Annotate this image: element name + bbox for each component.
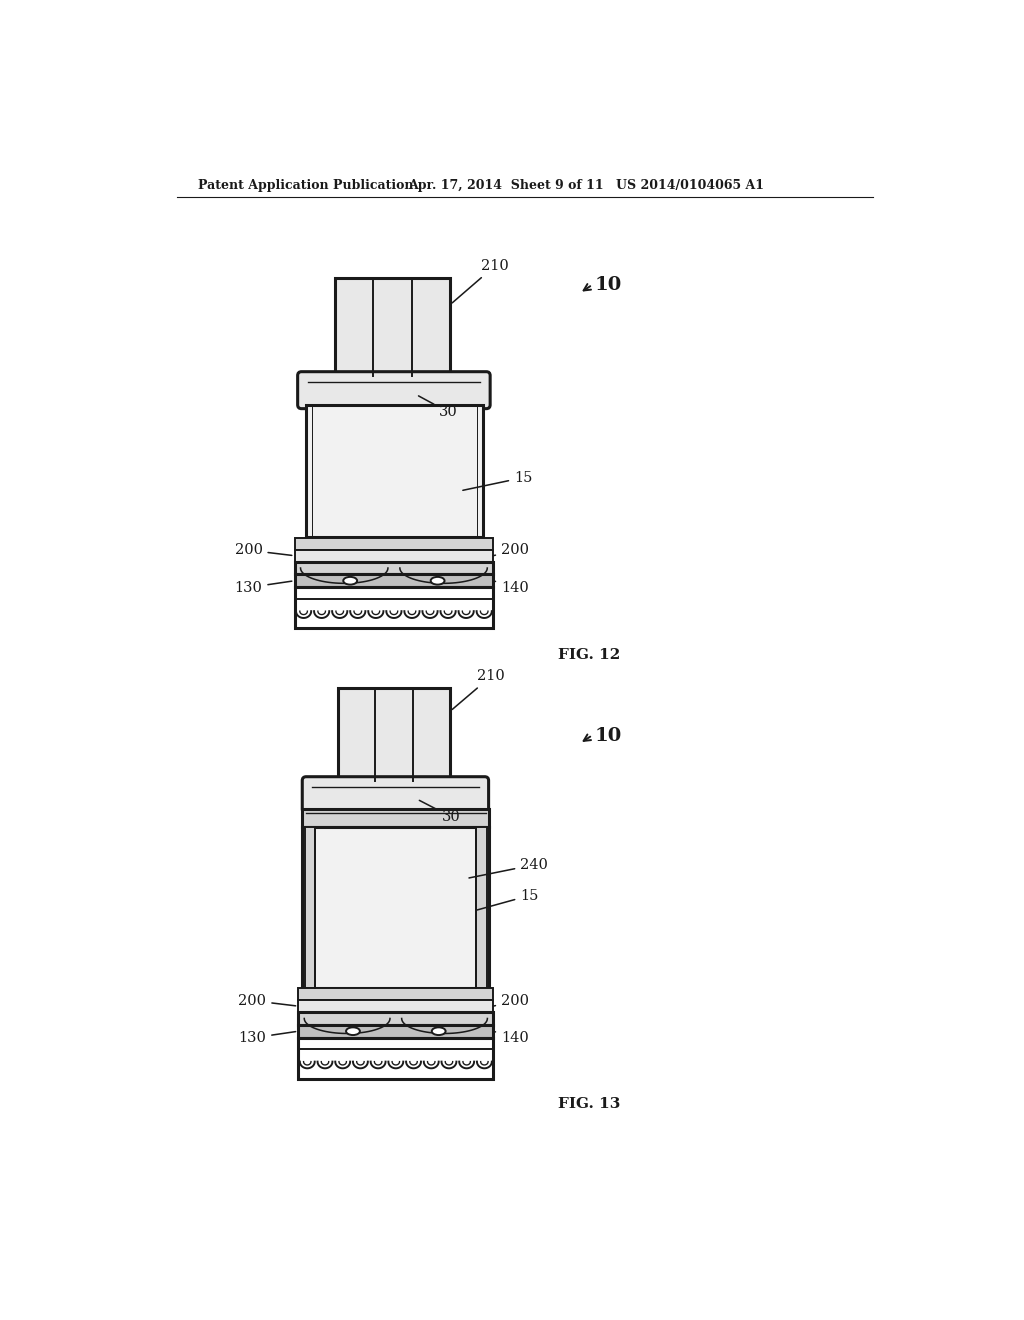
Ellipse shape — [432, 1027, 445, 1035]
Ellipse shape — [431, 577, 444, 585]
Text: 15: 15 — [463, 471, 532, 490]
Text: Patent Application Publication: Patent Application Publication — [199, 178, 414, 191]
Text: 15: 15 — [476, 888, 539, 909]
Ellipse shape — [343, 577, 357, 585]
Text: 10: 10 — [595, 276, 623, 294]
Text: Apr. 17, 2014  Sheet 9 of 11: Apr. 17, 2014 Sheet 9 of 11 — [408, 178, 603, 191]
Bar — [298, 1024, 494, 1038]
Text: 200: 200 — [239, 994, 296, 1007]
Ellipse shape — [346, 1027, 359, 1035]
Text: 210: 210 — [453, 669, 505, 709]
Text: 140: 140 — [494, 1031, 528, 1045]
FancyBboxPatch shape — [302, 776, 488, 813]
Bar — [298, 989, 494, 1001]
Text: 200: 200 — [234, 544, 292, 557]
Bar — [298, 1001, 494, 1012]
FancyBboxPatch shape — [298, 372, 490, 409]
Bar — [295, 562, 494, 574]
Bar — [298, 1012, 494, 1024]
Text: US 2014/0104065 A1: US 2014/0104065 A1 — [615, 178, 764, 191]
Text: 130: 130 — [234, 581, 292, 594]
Bar — [476, 826, 487, 989]
Text: 240: 240 — [469, 858, 548, 878]
Text: FIG. 12: FIG. 12 — [558, 648, 621, 663]
Bar — [295, 549, 494, 562]
Bar — [302, 826, 489, 989]
Bar — [335, 277, 451, 376]
Text: 200: 200 — [494, 544, 529, 557]
Text: 30: 30 — [420, 800, 460, 824]
Bar — [302, 809, 489, 826]
Bar — [298, 1038, 494, 1078]
Text: 10: 10 — [595, 727, 623, 744]
Bar — [304, 826, 315, 989]
Text: FIG. 13: FIG. 13 — [558, 1097, 621, 1111]
Text: 130: 130 — [239, 1031, 296, 1045]
Text: 210: 210 — [453, 259, 509, 302]
Bar — [295, 574, 494, 587]
Text: 30: 30 — [419, 396, 458, 420]
Text: 200: 200 — [494, 994, 529, 1007]
Bar — [306, 405, 483, 537]
Bar — [295, 539, 494, 549]
Bar — [339, 688, 451, 780]
Bar — [295, 587, 494, 628]
Text: 140: 140 — [494, 581, 528, 594]
